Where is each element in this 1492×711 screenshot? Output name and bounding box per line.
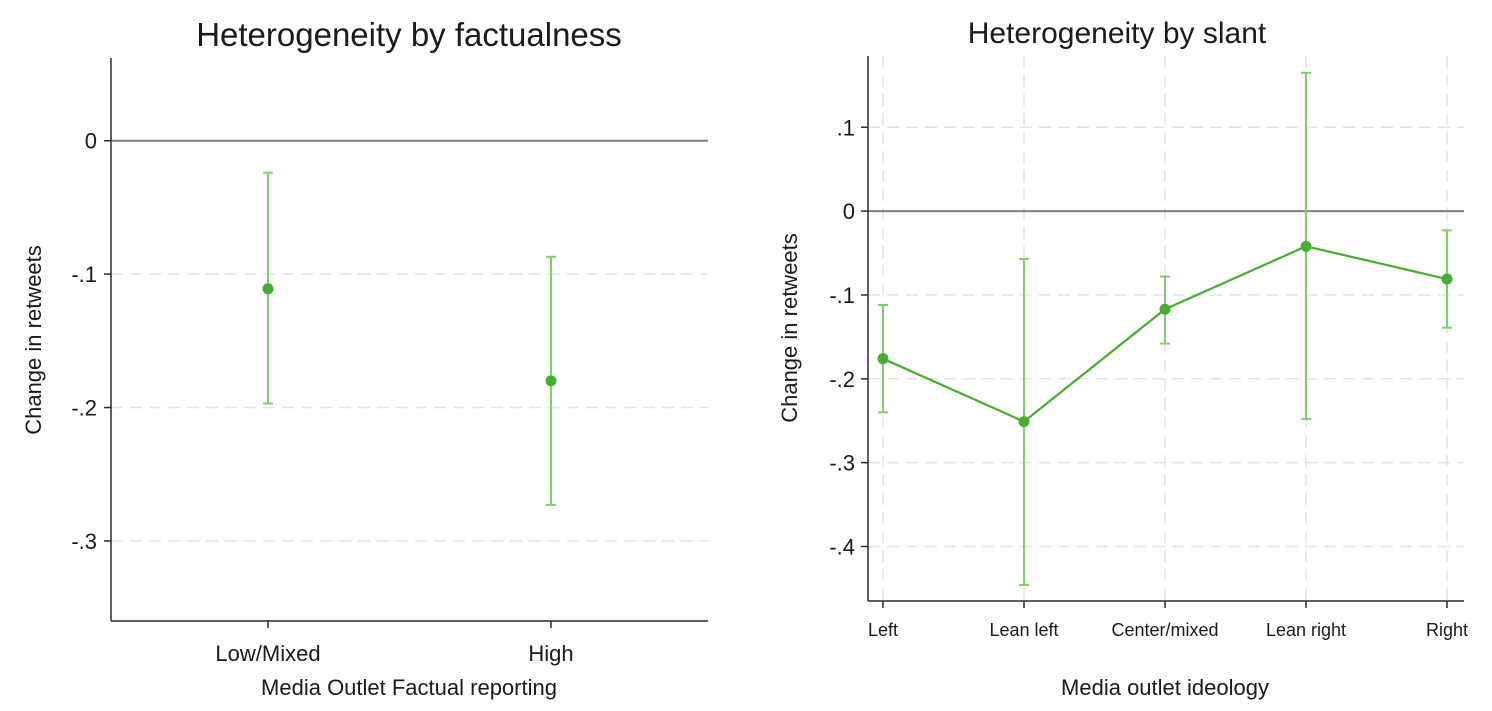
data-point — [545, 375, 557, 387]
y-tick-label: 0 — [843, 199, 855, 224]
y-tick-label: -.1 — [71, 262, 97, 287]
y-tick-label: 0 — [85, 129, 97, 154]
y-tick-label: -.3 — [71, 529, 97, 554]
tick-labels: .1 0 -.1 -.2 -.3 -.4 Left Lean left Center/mixed… — [829, 115, 1468, 640]
chart-factualness: Heterogeneity by factualness 0 -.1 -.2 -.3 L… — [21, 16, 708, 700]
x-tick-label: Low/Mixed — [215, 641, 320, 666]
y-tick-label: -.3 — [829, 451, 855, 476]
chart-title: Heterogeneity by factualness — [196, 16, 622, 53]
x-tick-label: Right — [1426, 620, 1468, 640]
x-tick-label: Lean left — [989, 620, 1058, 640]
data-point — [1441, 273, 1453, 285]
y-axis-label: Change in retweets — [777, 233, 802, 423]
plot-area — [877, 71, 1453, 587]
y-tick-label: -.2 — [71, 396, 97, 421]
chart-slant: Heterogeneity by slant .1 0 -.1 -.2 -.3 -.4 Le… — [777, 17, 1468, 700]
chart-title: Heterogeneity by slant — [968, 17, 1267, 50]
x-tick-label: Lean right — [1266, 620, 1346, 640]
data-point — [1300, 240, 1312, 252]
x-tick-label: Center/mixed — [1111, 620, 1218, 640]
y-tick-label: .1 — [837, 115, 855, 140]
x-tick-label: High — [528, 641, 573, 666]
tick-labels: 0 -.1 -.2 -.3 Low/Mixed High — [71, 129, 573, 666]
y-tick-label: -.2 — [829, 367, 855, 392]
x-axis-label: Media Outlet Factual reporting — [261, 675, 557, 700]
y-tick-label: -.4 — [829, 535, 855, 560]
x-tick-label: Left — [868, 620, 898, 640]
y-axis-label: Change in retweets — [21, 245, 46, 435]
data-point — [877, 353, 889, 365]
plot-area — [262, 171, 557, 506]
data-point — [262, 283, 274, 295]
x-axis-label: Media outlet ideology — [1061, 675, 1269, 700]
grid — [110, 58, 708, 622]
data-point — [1018, 416, 1030, 428]
y-tick-label: -.1 — [829, 283, 855, 308]
data-point — [1159, 303, 1171, 315]
